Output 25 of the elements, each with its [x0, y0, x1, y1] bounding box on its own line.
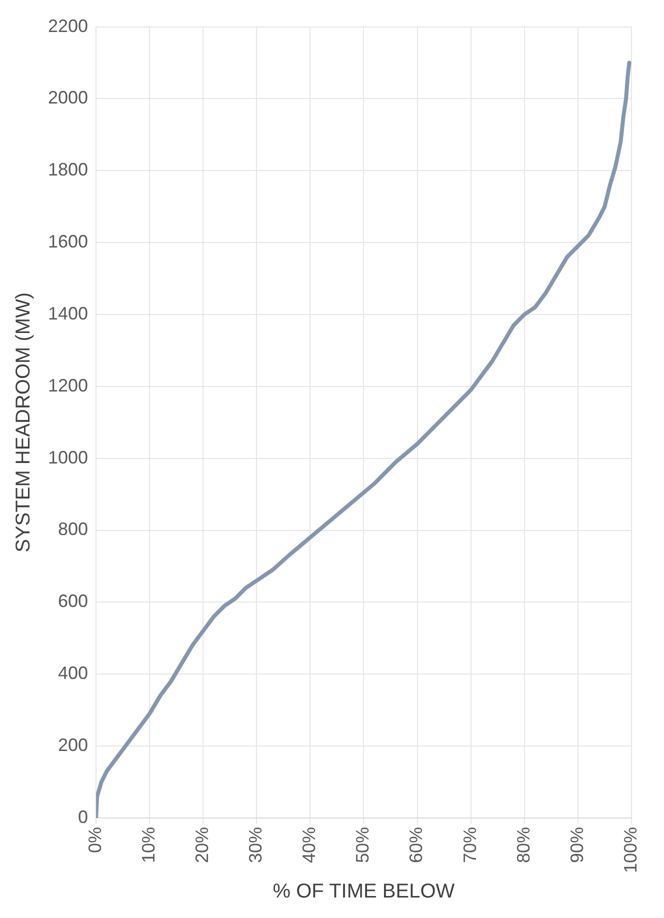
x-axis-title: % OF TIME BELOW — [272, 880, 455, 903]
x-tick-label: 40% — [299, 826, 320, 863]
x-tick-label: 30% — [246, 826, 266, 863]
y-tick-label: 400 — [58, 663, 88, 684]
y-tick-label: 1400 — [48, 303, 88, 324]
y-tick-label: 800 — [58, 519, 88, 540]
x-tick-label: 50% — [352, 826, 373, 863]
x-tick-label: 10% — [138, 826, 159, 863]
y-tick-label: 1200 — [48, 375, 88, 396]
y-axis-title: SYSTEM HEADROOM (MW) — [12, 292, 35, 552]
y-tick-label: 1000 — [48, 447, 88, 468]
x-tick-label: 80% — [513, 826, 534, 863]
y-tick-label: 200 — [58, 735, 88, 756]
y-tick-label: 600 — [58, 591, 88, 612]
y-tick-label: 1800 — [48, 160, 88, 180]
x-tick-label: 20% — [192, 826, 212, 863]
y-tick-label: 2000 — [48, 88, 88, 108]
y-tick-label: 1600 — [48, 232, 88, 252]
y-tick-label: 0 — [78, 806, 88, 827]
x-tick-label: 90% — [566, 826, 587, 863]
x-tick-label: 100% — [620, 826, 640, 874]
y-tick-label: 2200 — [48, 16, 88, 36]
x-tick-label: 70% — [460, 826, 480, 863]
x-tick-label: 0% — [85, 826, 106, 853]
x-tick-label: 60% — [406, 826, 426, 863]
